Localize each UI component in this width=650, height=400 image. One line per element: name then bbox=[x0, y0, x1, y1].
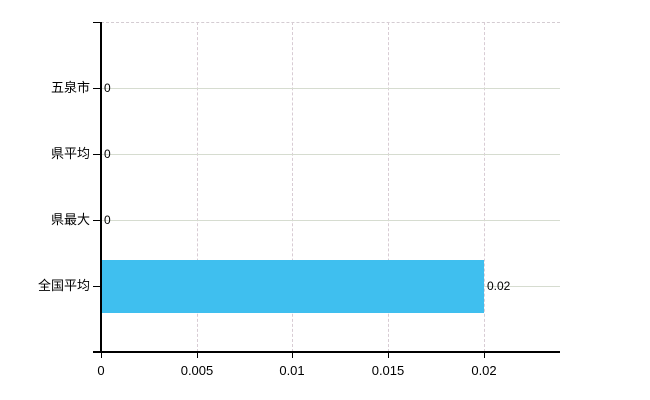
bar-value-label: 0 bbox=[104, 213, 111, 227]
bar-value-label: 0.02 bbox=[487, 279, 511, 293]
x-axis-tick-label: 0.02 bbox=[471, 363, 497, 378]
vertical-gridline bbox=[292, 22, 293, 352]
x-axis-tick-label: 0.005 bbox=[180, 363, 214, 378]
horizontal-gridline bbox=[101, 88, 560, 89]
horizontal-gridline bbox=[101, 154, 560, 155]
x-axis-tick bbox=[197, 352, 198, 358]
x-axis-tick bbox=[101, 352, 102, 358]
y-axis-tick bbox=[93, 220, 101, 221]
x-axis-tick bbox=[484, 352, 485, 358]
horizontal-gridline bbox=[101, 220, 560, 221]
vertical-gridline bbox=[197, 22, 198, 352]
x-axis-tick bbox=[292, 352, 293, 358]
vertical-gridline bbox=[388, 22, 389, 352]
x-axis-tick-label: 0.01 bbox=[279, 363, 305, 378]
x-axis-tick-label: 0 bbox=[97, 363, 105, 378]
x-axis-line bbox=[93, 351, 560, 353]
x-axis-tick bbox=[388, 352, 389, 358]
y-axis-tick bbox=[93, 154, 101, 155]
y-axis-category-label: 全国平均 bbox=[37, 278, 90, 293]
y-axis-category-label: 五泉市 bbox=[50, 80, 90, 95]
x-axis-tick-label: 0.015 bbox=[371, 363, 405, 378]
y-axis-line bbox=[100, 22, 102, 352]
bar-value-label: 0 bbox=[104, 81, 111, 95]
y-axis-category-label: 県平均 bbox=[50, 146, 90, 161]
y-axis-end-tick bbox=[93, 22, 101, 23]
vertical-gridline bbox=[484, 22, 485, 352]
y-axis-category-label: 県最大 bbox=[50, 212, 90, 227]
bar bbox=[101, 260, 484, 313]
bar-value-label: 0 bbox=[104, 147, 111, 161]
y-axis-tick bbox=[93, 286, 101, 287]
y-axis-tick bbox=[93, 88, 101, 89]
plot-top-boundary-line bbox=[101, 22, 560, 23]
